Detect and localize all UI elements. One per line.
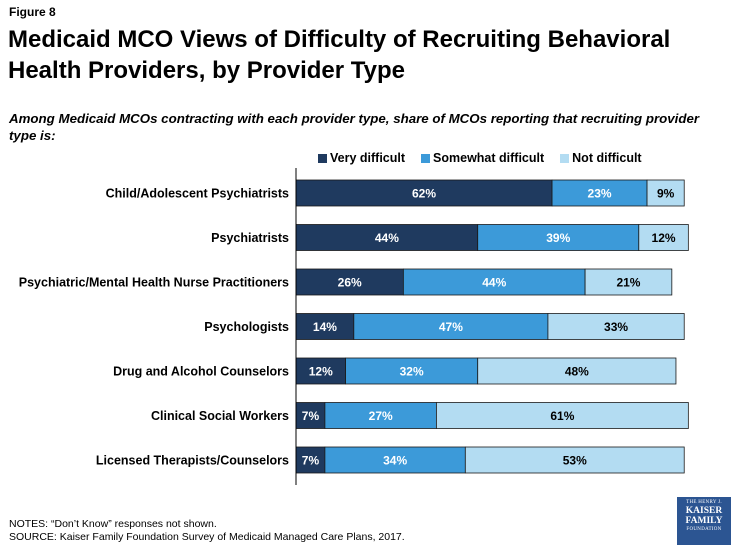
data-label-very-difficult-psychiatrists: 44% xyxy=(375,231,399,245)
figure-label: Figure 8 xyxy=(9,5,56,19)
data-label-not-difficult-psychiatrists: 12% xyxy=(652,231,676,245)
data-label-somewhat-difficult-licensed-therapists-counselors: 34% xyxy=(383,454,407,468)
data-label-very-difficult-licensed-therapists-counselors: 7% xyxy=(302,454,320,468)
legend: Very difficult Somewhat difficult Not di… xyxy=(318,149,658,167)
data-label-not-difficult-psychologists: 33% xyxy=(604,320,628,334)
category-label-drug-and-alcohol-counselors: Drug and Alcohol Counselors xyxy=(113,365,289,379)
legend-item-somewhat-difficult: Somewhat difficult xyxy=(421,151,544,165)
bar-not-difficult-drug-and-alcohol-counselors xyxy=(477,357,677,385)
category-label-psychiatrists: Psychiatrists xyxy=(211,231,289,245)
category-label-psychologists: Psychologists xyxy=(204,320,289,334)
legend-swatch-somewhat-difficult xyxy=(421,153,431,163)
bar-very-difficult-child-adolescent-psychiatrists xyxy=(295,179,553,207)
bar-somewhat-difficult-drug-and-alcohol-counselors xyxy=(345,357,479,385)
kff-logo: THE HENRY J. KAISER FAMILY FOUNDATION xyxy=(677,497,731,545)
data-label-very-difficult-psychologists: 14% xyxy=(313,320,337,334)
bar-somewhat-difficult-psychiatrists xyxy=(477,224,640,251)
data-label-not-difficult-psychiatric-mental-health-nurse-practitioners: 21% xyxy=(616,276,640,290)
logo-line-1: THE HENRY J. xyxy=(686,500,722,505)
notes: NOTES: “Don’t Know” responses not shown.… xyxy=(9,518,405,544)
bar-somewhat-difficult-clinical-social-workers xyxy=(324,402,437,429)
data-label-not-difficult-clinical-social-workers: 61% xyxy=(550,409,574,423)
bar-very-difficult-psychiatrists xyxy=(295,224,479,251)
data-label-very-difficult-clinical-social-workers: 7% xyxy=(302,409,320,423)
bar-not-difficult-psychiatric-mental-health-nurse-practitioners xyxy=(584,268,673,296)
bar-not-difficult-licensed-therapists-counselors xyxy=(464,446,685,474)
data-label-somewhat-difficult-child-adolescent-psychiatrists: 23% xyxy=(588,187,612,201)
bar-very-difficult-psychologists xyxy=(295,313,355,340)
bar-not-difficult-clinical-social-workers xyxy=(436,402,689,429)
data-label-somewhat-difficult-drug-and-alcohol-counselors: 32% xyxy=(400,365,424,379)
source-line: SOURCE: Kaiser Family Foundation Survey … xyxy=(9,531,405,543)
legend-item-very-difficult: Very difficult xyxy=(318,151,405,165)
legend-label-somewhat-difficult: Somewhat difficult xyxy=(433,151,545,165)
logo-line-2: KAISER xyxy=(685,506,723,516)
logo-line-4: FOUNDATION xyxy=(686,527,722,532)
bar-somewhat-difficult-psychologists xyxy=(353,313,549,340)
legend-label-not-difficult: Not difficult xyxy=(572,151,642,165)
legend-label-very-difficult: Very difficult xyxy=(330,151,406,165)
data-label-very-difficult-psychiatric-mental-health-nurse-practitioners: 26% xyxy=(338,276,362,290)
category-label-licensed-therapists-counselors: Licensed Therapists/Counselors xyxy=(96,454,289,468)
bar-very-difficult-psychiatric-mental-health-nurse-practitioners xyxy=(295,268,404,296)
legend-swatch-not-difficult xyxy=(560,153,570,163)
stacked-bar-chart: Child/Adolescent Psychiatrists 62% 23% 9% Ps… xyxy=(19,168,689,485)
bar-somewhat-difficult-psychiatric-mental-health-nurse-practitioners xyxy=(402,268,586,296)
data-label-not-difficult-drug-and-alcohol-counselors: 48% xyxy=(565,365,589,379)
data-label-very-difficult-drug-and-alcohol-counselors: 12% xyxy=(309,365,333,379)
chart-subtitle: Among Medicaid MCOs contracting with eac… xyxy=(9,111,700,143)
chart-title: Medicaid MCO Views of Difficulty of Recr… xyxy=(8,26,671,84)
legend-swatch-very-difficult xyxy=(318,153,327,163)
data-label-very-difficult-child-adolescent-psychiatrists: 62% xyxy=(412,187,436,201)
notes-line: NOTES: “Don’t Know” responses not shown. xyxy=(9,518,217,530)
legend-item-not-difficult: Not difficult xyxy=(560,151,642,165)
category-label-child-adolescent-psychiatrists: Child/Adolescent Psychiatrists xyxy=(106,187,289,201)
data-label-not-difficult-child-adolescent-psychiatrists: 9% xyxy=(657,187,675,201)
bar-very-difficult-drug-and-alcohol-counselors xyxy=(295,357,346,385)
data-label-somewhat-difficult-psychiatric-mental-health-nurse-practitioners: 44% xyxy=(482,276,506,290)
data-label-somewhat-difficult-psychologists: 47% xyxy=(439,320,463,334)
bar-not-difficult-child-adolescent-psychiatrists xyxy=(646,179,685,207)
data-label-somewhat-difficult-psychiatrists: 39% xyxy=(546,231,570,245)
category-label-psychiatric-mental-health-nurse-practitioners: Psychiatric/Mental Health Nurse Practiti… xyxy=(19,276,289,290)
category-label-clinical-social-workers: Clinical Social Workers xyxy=(151,409,289,423)
logo-line-3: FAMILY xyxy=(685,516,723,526)
bar-not-difficult-psychologists xyxy=(547,313,685,340)
data-label-somewhat-difficult-clinical-social-workers: 27% xyxy=(369,409,393,423)
bar-not-difficult-psychiatrists xyxy=(638,224,689,251)
data-label-not-difficult-licensed-therapists-counselors: 53% xyxy=(563,454,587,468)
